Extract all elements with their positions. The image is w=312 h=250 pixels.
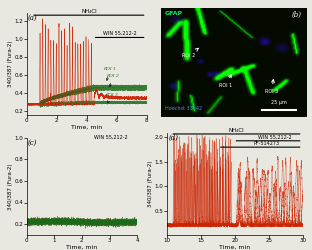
Y-axis label: 340/387 (Fura-2): 340/387 (Fura-2) [8, 40, 13, 87]
Y-axis label: 340/387 (Fura-2): 340/387 (Fura-2) [148, 160, 153, 207]
Text: WIN 55,212-2: WIN 55,212-2 [94, 135, 128, 140]
Text: ROI 3: ROI 3 [105, 93, 117, 103]
Text: 25 μm: 25 μm [271, 100, 287, 105]
X-axis label: Time, min: Time, min [219, 245, 251, 250]
Text: (b): (b) [291, 11, 301, 19]
Text: ROI 1: ROI 1 [103, 68, 116, 80]
Text: WIN 55,212-2: WIN 55,212-2 [258, 135, 292, 140]
Text: NH₄Cl: NH₄Cl [81, 9, 97, 14]
Text: ROI 1: ROI 1 [219, 75, 232, 88]
Text: GFAP: GFAP [165, 11, 183, 16]
Text: WIN 55,212-2: WIN 55,212-2 [103, 31, 136, 36]
Y-axis label: 340/387 (Fura-2): 340/387 (Fura-2) [8, 163, 13, 210]
Text: ROI 2: ROI 2 [106, 74, 119, 87]
Text: PF-514273: PF-514273 [254, 142, 280, 146]
Text: NH₄Cl: NH₄Cl [229, 128, 244, 133]
Text: (d): (d) [168, 134, 178, 141]
X-axis label: Time, min: Time, min [66, 245, 98, 250]
Text: ROI 2: ROI 2 [183, 48, 198, 58]
X-axis label: Time, min: Time, min [71, 125, 102, 130]
Text: (c): (c) [28, 138, 37, 146]
Text: ROI 3: ROI 3 [265, 80, 278, 94]
Text: Hoechst 33342: Hoechst 33342 [165, 106, 202, 111]
Text: (a): (a) [28, 14, 37, 22]
